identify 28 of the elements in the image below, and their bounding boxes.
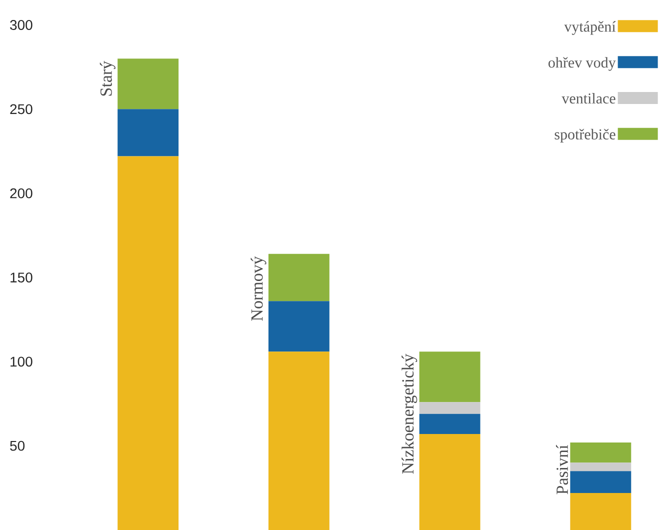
bar <box>419 434 480 530</box>
y-tick-label: 100 <box>10 356 32 367</box>
bar <box>570 471 632 493</box>
x-tick-label: Starý <box>100 60 116 96</box>
x-tick-label: Nízkoenergetický <box>402 354 418 474</box>
y-tick-label: 50 <box>10 440 25 451</box>
y-tick-label: 250 <box>10 104 32 114</box>
bar <box>118 58 179 110</box>
legend-label: ohřev vody <box>548 57 616 71</box>
legend-label: spotřebiče <box>554 128 616 143</box>
bar <box>268 301 330 352</box>
legend-label: vytápění <box>564 21 616 35</box>
bar <box>118 156 179 530</box>
bar <box>570 462 632 472</box>
bar <box>268 254 330 302</box>
y-tick-label: 200 <box>10 188 32 198</box>
bar <box>419 352 480 402</box>
legend-label: ventilace <box>562 93 616 104</box>
bar <box>419 414 480 434</box>
x-tick-label: Normový <box>250 256 266 321</box>
y-tick-label: 300 <box>10 20 32 30</box>
bar <box>118 109 179 156</box>
y-tick-label: 150 <box>10 272 32 282</box>
x-tick-label: Pasivní <box>556 444 568 494</box>
bar <box>268 352 330 530</box>
bar <box>419 402 480 414</box>
bar <box>570 492 632 530</box>
bar <box>570 442 632 463</box>
